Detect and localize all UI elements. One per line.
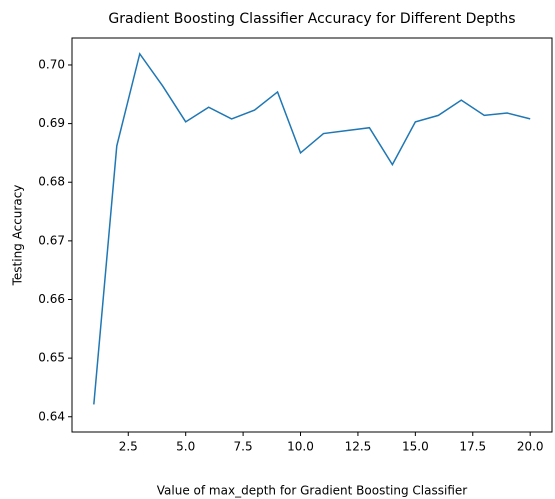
data-line (93, 52, 531, 405)
x-tick-label: 7.5 (234, 440, 253, 454)
y-tick-label: 0.64 (38, 409, 65, 423)
x-axis-label: Value of max_depth for Gradient Boosting… (157, 484, 467, 498)
x-tick-label: 15.0 (402, 440, 429, 454)
x-tick-label: 20.0 (517, 440, 544, 454)
y-tick-label: 0.67 (38, 233, 65, 247)
y-axis-label: Testing Accuracy (11, 185, 25, 287)
y-tick-label: 0.66 (38, 292, 65, 306)
plot-frame (71, 37, 553, 433)
y-tick-label: 0.70 (38, 57, 65, 71)
chart-title: Gradient Boosting Classifier Accuracy fo… (108, 11, 515, 27)
x-tick-label: 2.5 (119, 440, 138, 454)
x-tick-label: 10.0 (287, 440, 314, 454)
y-tick-label: 0.68 (38, 175, 65, 189)
x-tick-label: 5.0 (176, 440, 195, 454)
y-tick-label: 0.65 (38, 351, 65, 365)
y-tick-label: 0.69 (38, 116, 65, 130)
x-tick-label: 12.5 (345, 440, 372, 454)
x-tick-label: 17.5 (459, 440, 486, 454)
